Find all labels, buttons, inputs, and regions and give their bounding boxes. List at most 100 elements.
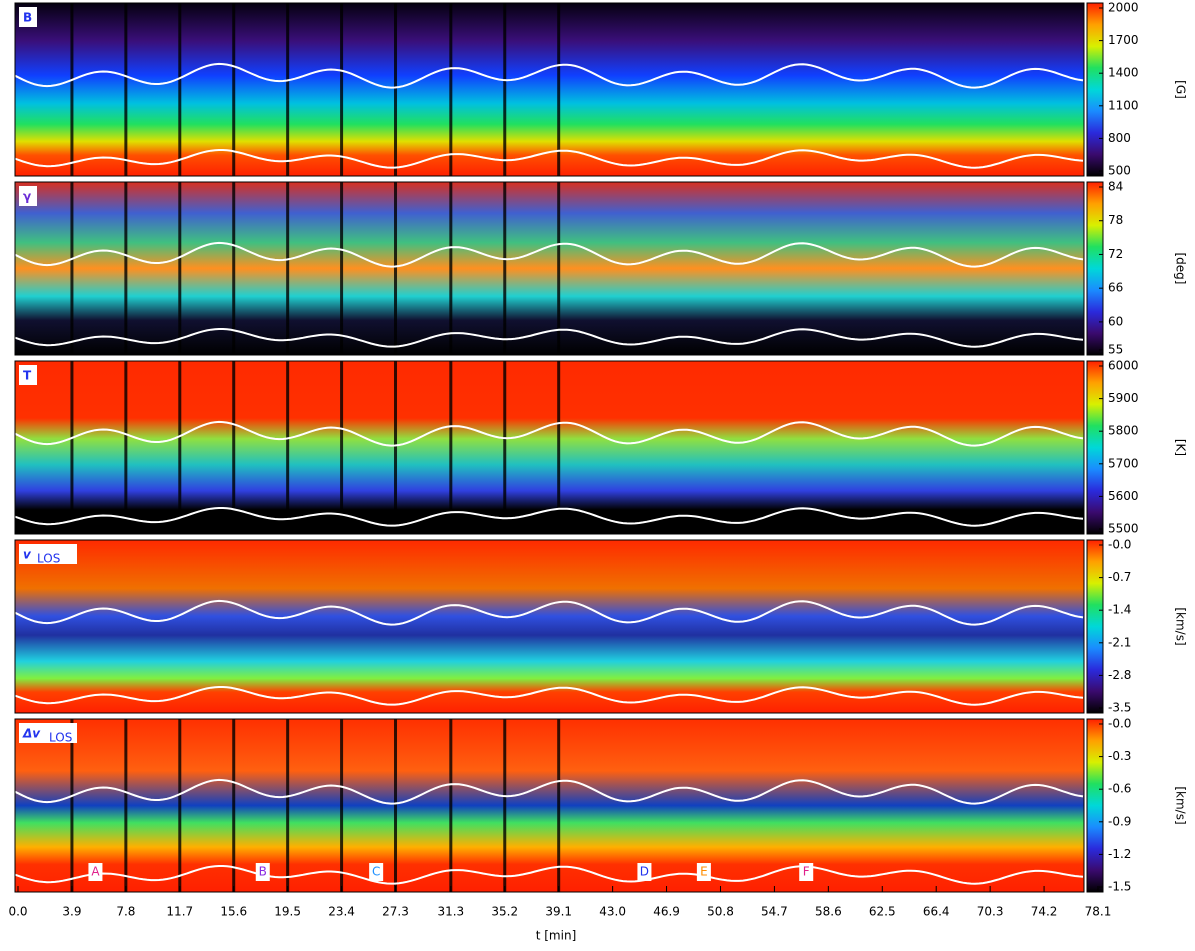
panel	[15, 719, 1084, 892]
panel	[15, 540, 1084, 713]
x-tick-label: 0.0	[8, 905, 27, 919]
x-axis-label: t [min]	[536, 929, 577, 943]
image-gap	[340, 182, 343, 355]
image-gap	[449, 719, 452, 892]
image-gap	[503, 719, 506, 892]
x-tick-label: 7.8	[116, 905, 135, 919]
colorbar-tick-label: -0.6	[1108, 782, 1131, 796]
image-gap	[124, 182, 127, 355]
x-tick-label: 11.7	[166, 905, 193, 919]
x-tick-label: 46.9	[653, 905, 680, 919]
colorbar-tick-label: 84	[1108, 180, 1123, 194]
colorbar-tick-label: -0.3	[1108, 749, 1131, 763]
colorbar-tick-label: 5500	[1108, 522, 1139, 536]
figure: B5008001100140017002000[G]γ556066727884[…	[0, 0, 1195, 947]
colorbar-tick-label: 5600	[1108, 489, 1139, 503]
annotation: B	[259, 865, 267, 879]
x-tick-label: 74.2	[1031, 905, 1058, 919]
colorbar-tick-label: -1.2	[1108, 847, 1131, 861]
colorbar-tick-label: 5700	[1108, 456, 1139, 470]
colorbar-tick-label: 55	[1108, 343, 1123, 357]
colorbar-tick-label: -0.7	[1108, 570, 1131, 584]
colorbar-unit: [km/s]	[1174, 607, 1188, 645]
x-tick-label: 3.9	[62, 905, 81, 919]
colorbar	[1087, 3, 1103, 176]
panel	[15, 182, 1084, 355]
colorbar-tick-label: 60	[1108, 314, 1123, 328]
colorbar-tick-label: 5800	[1108, 424, 1139, 438]
colorbar-tick-label: -0.0	[1108, 538, 1131, 552]
x-tick-label: 31.3	[437, 905, 464, 919]
annotation: C	[372, 865, 380, 879]
colorbar-tick-label: 1700	[1108, 33, 1139, 47]
colorbar-tick-label: 5900	[1108, 391, 1139, 405]
image-gap	[232, 361, 235, 534]
colorbar-tick-label: 1100	[1108, 98, 1139, 112]
colorbar-tick-label: 6000	[1108, 359, 1139, 373]
panel-label-sub: LOS	[37, 552, 60, 566]
colorbar-tick-label: -0.0	[1108, 717, 1131, 731]
image-gap	[178, 361, 181, 534]
colorbar-tick-label: 1400	[1108, 66, 1139, 80]
image-gap	[449, 182, 452, 355]
image-gap	[286, 182, 289, 355]
image-gap	[124, 719, 127, 892]
image-gap	[124, 3, 127, 176]
image-gap	[286, 3, 289, 176]
x-tick-label: 43.0	[599, 905, 626, 919]
colorbar-tick-label: -1.4	[1108, 603, 1131, 617]
image-gap	[503, 182, 506, 355]
colorbar-tick-label: 2000	[1108, 1, 1139, 15]
image-gap	[178, 3, 181, 176]
image-gap	[449, 361, 452, 534]
image-gap	[394, 719, 397, 892]
colorbar-tick-label: -1.5	[1108, 880, 1131, 894]
image-gap	[232, 3, 235, 176]
colorbar-tick-label: 78	[1108, 213, 1123, 227]
colorbar-tick-label: 66	[1108, 281, 1123, 295]
panel-image	[15, 361, 1084, 534]
image-gap	[70, 719, 73, 892]
panel-label: T	[23, 369, 32, 383]
x-tick-label: 58.6	[815, 905, 842, 919]
image-gap	[503, 361, 506, 534]
image-gap	[503, 3, 506, 176]
panel-image	[15, 3, 1084, 176]
colorbar-tick-label: -3.5	[1108, 701, 1131, 715]
image-gap	[232, 719, 235, 892]
image-gap	[70, 3, 73, 176]
x-tick-label: 19.5	[274, 905, 301, 919]
panel-label: Δv	[22, 727, 41, 741]
panel-label-sub: LOS	[49, 731, 72, 745]
x-tick-label: 15.6	[220, 905, 247, 919]
image-gap	[394, 182, 397, 355]
x-tick-label: 70.3	[977, 905, 1004, 919]
x-tick-label: 50.8	[707, 905, 734, 919]
panel	[15, 3, 1084, 176]
x-tick-label: 78.1	[1085, 905, 1112, 919]
annotation: A	[91, 865, 100, 879]
image-gap	[394, 361, 397, 534]
image-gap	[124, 361, 127, 534]
colorbar-unit: [km/s]	[1174, 786, 1188, 824]
colorbar	[1087, 361, 1103, 534]
image-gap	[178, 182, 181, 355]
x-tick-label: 35.2	[491, 905, 518, 919]
image-gap	[394, 3, 397, 176]
image-gap	[232, 182, 235, 355]
panel-image	[15, 182, 1084, 355]
x-tick-label: 54.7	[761, 905, 788, 919]
panel-label: γ	[23, 190, 31, 204]
image-gap	[70, 182, 73, 355]
colorbar-tick-label: -0.9	[1108, 814, 1131, 828]
x-tick-label: 62.5	[869, 905, 896, 919]
image-gap	[340, 3, 343, 176]
image-gap	[70, 361, 73, 534]
image-gap	[340, 361, 343, 534]
annotation: F	[803, 865, 810, 879]
x-tick-label: 23.4	[328, 905, 355, 919]
colorbar	[1087, 719, 1103, 892]
colorbar-unit: [K]	[1174, 439, 1188, 456]
image-gap	[286, 719, 289, 892]
colorbar-tick-label: 800	[1108, 131, 1131, 145]
